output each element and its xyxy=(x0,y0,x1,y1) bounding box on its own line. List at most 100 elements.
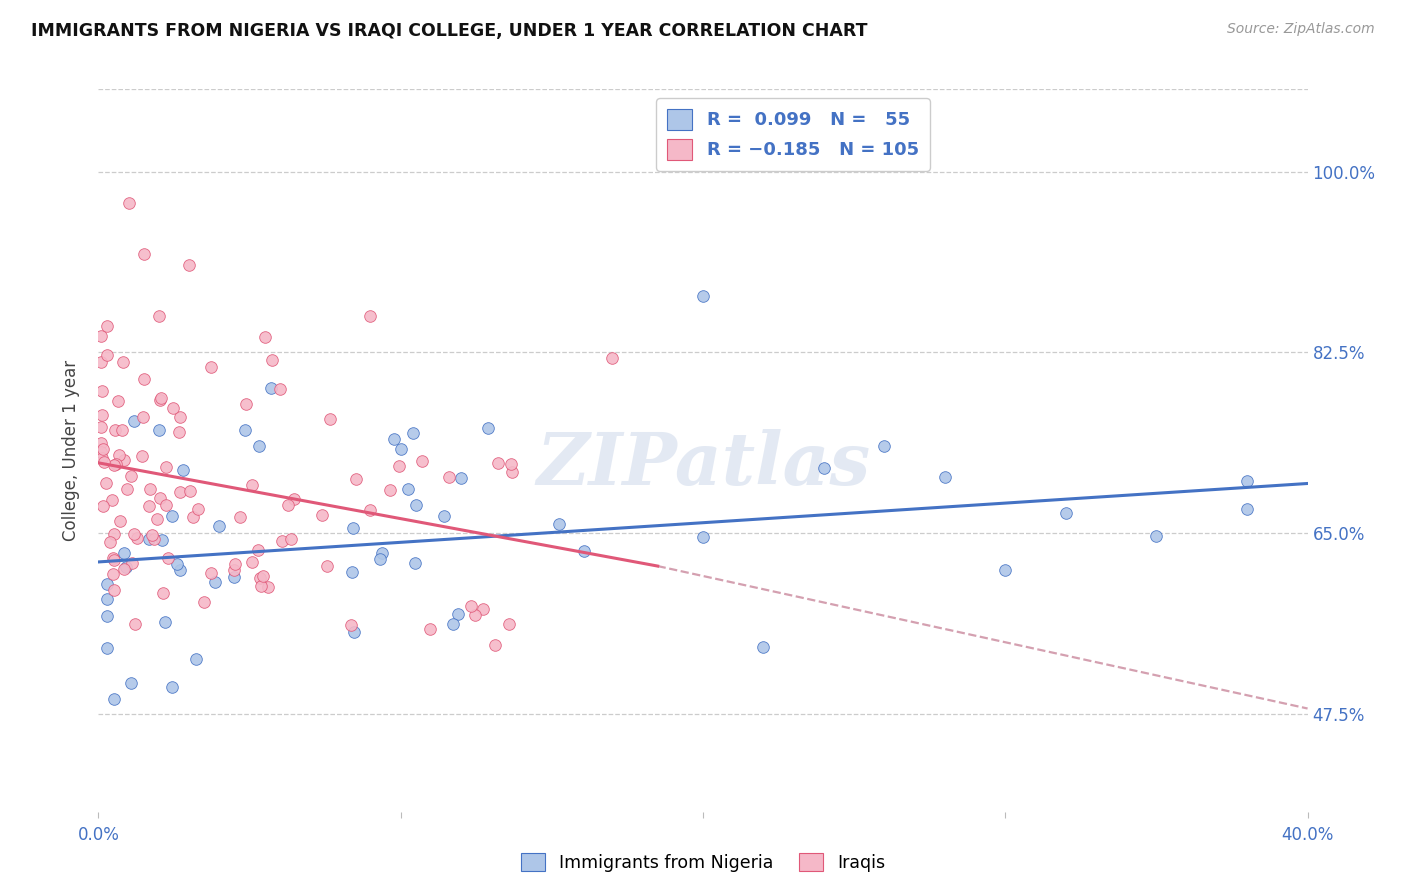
Point xyxy=(115,482,138,496)
Point xyxy=(752,640,775,655)
Point xyxy=(378,483,401,497)
Point xyxy=(1236,502,1258,516)
Point xyxy=(132,247,155,261)
Point xyxy=(91,451,114,466)
Point xyxy=(242,555,264,569)
Point xyxy=(249,579,271,593)
Legend: Immigrants from Nigeria, Iraqis: Immigrants from Nigeria, Iraqis xyxy=(513,847,893,879)
Point xyxy=(96,348,118,362)
Point xyxy=(1236,475,1258,489)
Point xyxy=(360,310,382,324)
Point xyxy=(143,532,166,546)
Point xyxy=(124,617,146,632)
Point xyxy=(343,624,366,639)
Point xyxy=(96,576,118,591)
Point xyxy=(200,359,222,374)
Point xyxy=(311,508,333,522)
Point xyxy=(389,442,412,456)
Point xyxy=(253,330,276,344)
Point xyxy=(271,533,294,548)
Point xyxy=(90,355,112,369)
Point xyxy=(131,409,153,424)
Point xyxy=(464,608,486,623)
Point xyxy=(101,493,124,508)
Point xyxy=(141,528,163,542)
Point xyxy=(108,514,131,528)
Point xyxy=(153,615,176,629)
Point xyxy=(148,423,170,437)
Point xyxy=(112,562,135,576)
Point xyxy=(121,676,143,690)
Point xyxy=(96,608,118,623)
Point xyxy=(318,412,340,426)
Point xyxy=(138,532,160,546)
Point xyxy=(145,512,167,526)
Point xyxy=(260,381,283,395)
Point xyxy=(433,508,456,523)
Point xyxy=(108,448,131,462)
Point xyxy=(169,563,191,577)
Point xyxy=(96,476,118,491)
Point xyxy=(112,546,135,560)
Point xyxy=(112,453,135,467)
Point xyxy=(184,652,207,666)
Point xyxy=(229,510,252,524)
Point xyxy=(200,566,222,580)
Point xyxy=(148,310,170,324)
Point xyxy=(90,329,112,343)
Point xyxy=(166,557,188,571)
Point xyxy=(127,531,149,545)
Point xyxy=(167,425,190,440)
Point xyxy=(280,532,302,546)
Point xyxy=(401,426,423,441)
Point xyxy=(368,552,391,566)
Y-axis label: College, Under 1 year: College, Under 1 year xyxy=(62,359,80,541)
Point xyxy=(111,423,134,437)
Point xyxy=(419,623,441,637)
Point xyxy=(447,607,470,622)
Point xyxy=(179,258,201,272)
Point xyxy=(602,351,624,365)
Point xyxy=(155,459,177,474)
Point xyxy=(101,550,124,565)
Point xyxy=(501,457,523,471)
Point xyxy=(96,592,118,607)
Point xyxy=(547,517,569,532)
Point xyxy=(252,569,274,583)
Point xyxy=(193,595,215,609)
Point xyxy=(91,442,114,457)
Point xyxy=(235,397,257,411)
Point xyxy=(103,423,125,437)
Point xyxy=(105,457,128,471)
Point xyxy=(249,571,271,585)
Point xyxy=(247,439,270,453)
Point xyxy=(150,391,173,405)
Point xyxy=(396,482,419,496)
Point xyxy=(103,527,125,541)
Point xyxy=(90,409,112,423)
Point xyxy=(107,393,129,408)
Point xyxy=(340,565,363,579)
Point xyxy=(93,454,115,468)
Point xyxy=(90,436,112,450)
Point xyxy=(370,546,392,560)
Point xyxy=(172,463,194,477)
Point xyxy=(450,470,472,484)
Point xyxy=(118,195,141,210)
Point xyxy=(224,558,246,572)
Point xyxy=(692,288,714,302)
Point xyxy=(224,563,246,577)
Point xyxy=(484,638,506,652)
Point xyxy=(315,558,337,573)
Point xyxy=(359,503,381,517)
Point xyxy=(233,423,256,437)
Point xyxy=(269,382,291,396)
Point xyxy=(149,491,172,506)
Point xyxy=(103,458,125,472)
Point xyxy=(115,560,138,574)
Point xyxy=(994,563,1017,577)
Point xyxy=(179,484,201,499)
Text: Source: ZipAtlas.com: Source: ZipAtlas.com xyxy=(1227,22,1375,37)
Point xyxy=(501,465,523,479)
Point xyxy=(90,420,112,434)
